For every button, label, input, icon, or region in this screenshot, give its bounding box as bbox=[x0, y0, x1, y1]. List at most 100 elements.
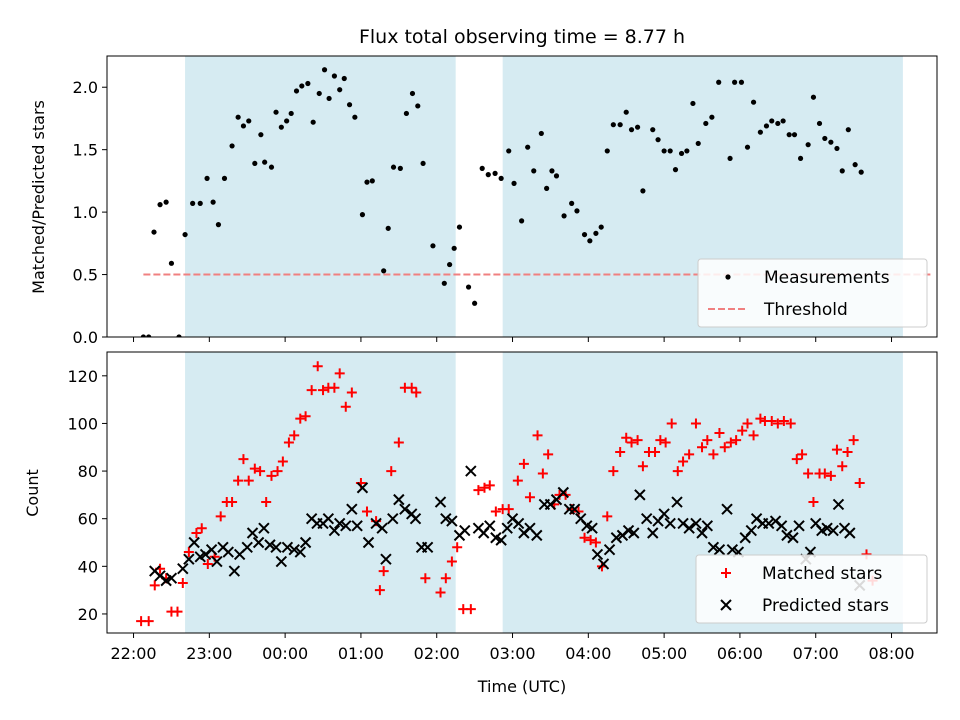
measurement-point bbox=[420, 160, 426, 167]
predicted-star-point bbox=[501, 522, 513, 534]
measurement-point bbox=[858, 169, 864, 175]
matched-star-point bbox=[374, 585, 385, 596]
measurement-point bbox=[655, 137, 661, 143]
bottom-y-axis-label: Count bbox=[23, 469, 42, 517]
measurement-point bbox=[797, 155, 804, 162]
legend-matched-marker bbox=[721, 568, 731, 578]
predicted-star-point bbox=[664, 517, 676, 530]
measurement-point bbox=[763, 123, 770, 129]
predicted-star-point bbox=[484, 520, 496, 532]
measurement-point bbox=[197, 200, 203, 206]
measurement-point bbox=[321, 67, 328, 73]
predicted-star-point bbox=[409, 512, 422, 525]
measurement-point bbox=[310, 119, 316, 125]
measurement-point bbox=[757, 129, 763, 135]
matched-star-point bbox=[261, 497, 272, 508]
matched-star-point bbox=[446, 556, 457, 567]
matched-star-point bbox=[340, 401, 351, 412]
x-axis-label: Time (UTC) bbox=[477, 677, 566, 696]
matched-star-point bbox=[737, 425, 748, 436]
legend-entry-label: Matched stars bbox=[762, 564, 882, 584]
predicted-star-point bbox=[634, 489, 646, 501]
measurement-point bbox=[397, 165, 403, 171]
predicted-star-point bbox=[183, 553, 195, 565]
predicted-star-point bbox=[356, 482, 369, 494]
measurement-point bbox=[240, 123, 247, 129]
matched-star-point bbox=[473, 485, 484, 496]
matched-star-point bbox=[249, 463, 260, 474]
measurement-point bbox=[451, 245, 457, 251]
predicted-star-point bbox=[165, 572, 178, 584]
predicted-star-point bbox=[658, 508, 670, 520]
predicted-star-point bbox=[495, 534, 507, 546]
matched-star-point bbox=[778, 416, 789, 427]
predicted-star-point bbox=[446, 515, 458, 527]
measurement-point bbox=[258, 132, 264, 138]
measurement-point bbox=[262, 159, 268, 165]
predicted-star-point bbox=[726, 543, 739, 556]
matched-star-point bbox=[837, 461, 848, 472]
predicted-star-point bbox=[775, 520, 788, 532]
matched-star-point bbox=[346, 387, 357, 398]
matched-star-point bbox=[708, 449, 719, 460]
measurement-point bbox=[182, 231, 188, 238]
x-tick-label: 00:00 bbox=[262, 644, 308, 663]
measurement-point bbox=[661, 148, 667, 154]
measurement-point bbox=[727, 155, 733, 162]
matched-star-point bbox=[650, 447, 661, 458]
y-tick-label: 120 bbox=[67, 367, 98, 386]
predicted-star-point bbox=[333, 517, 346, 530]
predicted-star-point bbox=[787, 532, 799, 544]
measurement-point bbox=[268, 164, 275, 170]
matched-star-point bbox=[825, 470, 836, 481]
matched-star-point bbox=[272, 466, 283, 477]
measurement-point bbox=[845, 127, 851, 133]
measurement-point bbox=[299, 83, 305, 89]
matched-star-point bbox=[637, 461, 648, 472]
matched-star-point bbox=[819, 468, 830, 479]
predicted-star-point bbox=[246, 527, 259, 539]
matched-star-point bbox=[537, 468, 548, 479]
predicted-star-point bbox=[671, 496, 683, 508]
matched-star-point bbox=[479, 482, 490, 493]
measurement-point bbox=[409, 90, 416, 97]
bottom-panel: 20 40 60 80 100 120 22:00 23:00 00:00 01:00 02:00 0… bbox=[67, 351, 938, 663]
predicted-star-point bbox=[241, 541, 253, 553]
matched-star-point bbox=[532, 430, 543, 441]
matched-star-point bbox=[149, 580, 160, 591]
matched-star-point bbox=[177, 577, 188, 588]
matched-star-point bbox=[803, 468, 814, 479]
predicted-star-point bbox=[351, 520, 363, 532]
predicted-star-point bbox=[228, 565, 241, 577]
legend-entry-label: Predicted stars bbox=[762, 596, 889, 616]
measurement-point bbox=[385, 225, 391, 231]
matched-star-point bbox=[411, 387, 422, 398]
measurement-point bbox=[511, 180, 517, 186]
matched-star-point bbox=[672, 466, 683, 477]
matched-star-point bbox=[854, 477, 865, 488]
matched-star-point bbox=[329, 382, 340, 393]
measurement-point bbox=[531, 168, 537, 174]
measurement-point bbox=[359, 212, 366, 218]
measurement-point bbox=[284, 118, 290, 124]
x-tick-label: 23:00 bbox=[186, 644, 232, 663]
matched-star-point bbox=[406, 382, 417, 393]
measurement-point bbox=[519, 218, 525, 224]
predicted-star-point bbox=[211, 555, 223, 568]
top-y-axis-label: Matched/Predicted stars bbox=[29, 100, 48, 294]
measurement-point bbox=[623, 109, 629, 115]
matched-star-point bbox=[697, 442, 708, 453]
measurement-point bbox=[805, 142, 811, 148]
matched-star-point bbox=[306, 385, 317, 396]
predicted-star-point bbox=[328, 524, 341, 537]
matched-star-point bbox=[452, 542, 463, 553]
predicted-star-point bbox=[793, 520, 805, 532]
measurement-point bbox=[716, 79, 722, 85]
predicted-star-point bbox=[610, 532, 623, 544]
matched-star-point bbox=[742, 418, 753, 429]
predicted-star-point bbox=[281, 541, 294, 553]
predicted-star-point bbox=[591, 548, 604, 561]
measurement-point bbox=[690, 100, 696, 107]
matched-star-point bbox=[808, 497, 819, 508]
measurement-point bbox=[204, 175, 210, 181]
